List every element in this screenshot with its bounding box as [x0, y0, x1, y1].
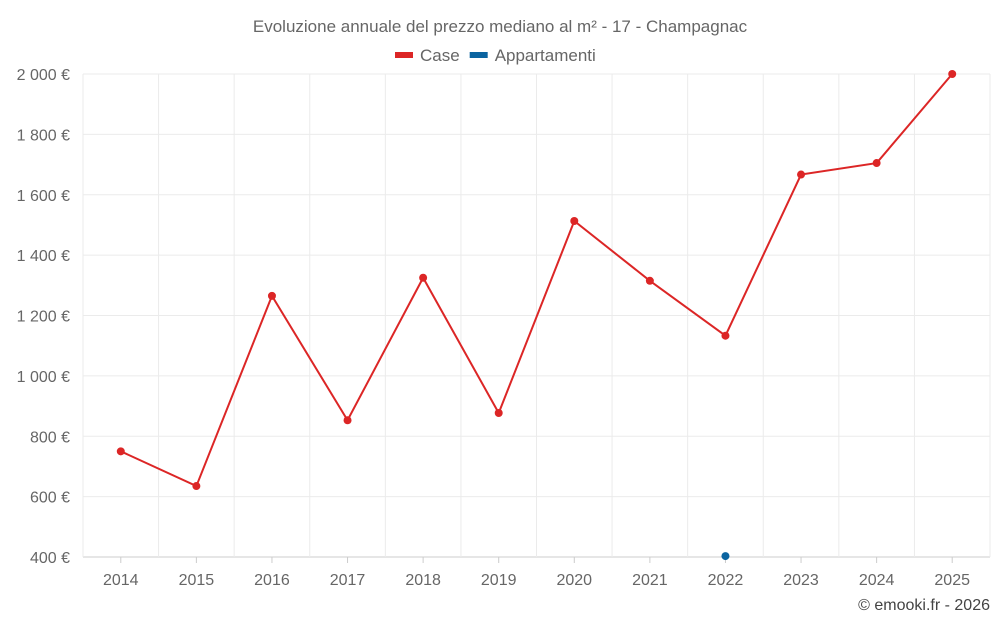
data-point-case [267, 291, 276, 300]
legend-swatch [395, 52, 413, 58]
x-tick-label: 2018 [405, 572, 441, 589]
y-axis: 400 € 600 € 800 € 1 000 € 1 200 € 1 400 € 1 60… [17, 67, 70, 567]
data-point-case [192, 482, 201, 491]
y-tick-label: 400 € [30, 550, 70, 567]
x-tick-label: 2022 [708, 572, 744, 589]
x-tick-label: 2024 [859, 572, 895, 589]
data-point-case [721, 331, 730, 340]
data-point-case [797, 170, 806, 179]
y-tick-label: 1 000 € [17, 369, 70, 386]
legend-item-appartamenti[interactable]: Appartamenti [469, 46, 596, 65]
data-point-case [872, 159, 881, 168]
y-tick-label: 1 600 € [17, 188, 70, 205]
data-point-case [570, 217, 579, 226]
data-point-case [948, 70, 957, 78]
x-tick-label: 2014 [103, 572, 139, 589]
data-point-case [419, 273, 428, 282]
legend-label: Case [420, 46, 460, 65]
chart-title: Evoluzione annuale del prezzo mediano al… [253, 17, 748, 36]
y-tick-label: 1 800 € [17, 127, 70, 144]
legend: Case Appartamenti [395, 46, 596, 65]
x-tick-label: 2023 [783, 572, 819, 589]
grid [82, 73, 991, 558]
x-tick-label: 2016 [254, 572, 290, 589]
series [116, 70, 957, 561]
x-axis: 2014 2015 2016 2017 2018 2019 2020 2021 2022 2023… [103, 557, 970, 589]
y-tick-label: 1 400 € [17, 248, 70, 265]
x-tick-label: 2020 [556, 572, 592, 589]
x-tick-label: 2021 [632, 572, 668, 589]
legend-label: Appartamenti [495, 46, 596, 65]
y-tick-label: 600 € [30, 490, 70, 507]
y-tick-label: 800 € [30, 429, 70, 446]
data-point-appartamenti [721, 552, 730, 561]
y-tick-label: 1 200 € [17, 309, 70, 326]
series-line-case [120, 73, 953, 488]
data-point-case [343, 416, 352, 425]
data-point-case [645, 276, 654, 285]
x-tick-label: 2015 [179, 572, 215, 589]
data-point-case [494, 409, 503, 418]
y-tick-label: 2 000 € [17, 67, 70, 84]
credit: © emooki.fr - 2026 [858, 597, 990, 614]
x-tick-label: 2025 [934, 572, 970, 589]
legend-swatch [469, 52, 488, 58]
data-point-case [116, 447, 125, 456]
x-tick-label: 2017 [330, 572, 366, 589]
x-tick-label: 2019 [481, 572, 517, 589]
legend-item-case[interactable]: Case [395, 46, 460, 65]
